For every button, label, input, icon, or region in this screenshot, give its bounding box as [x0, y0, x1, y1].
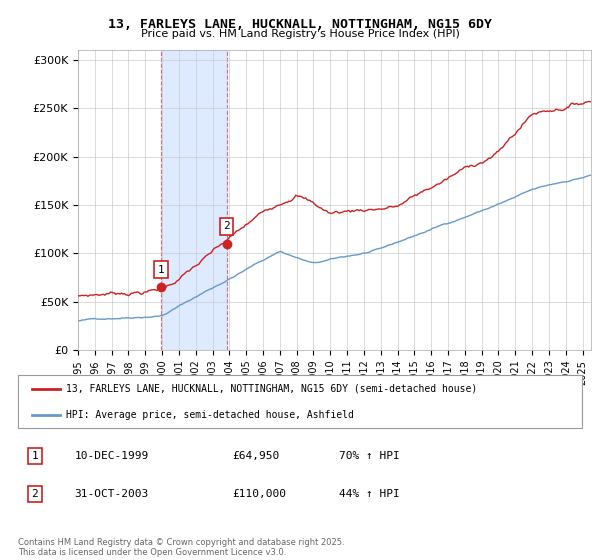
Text: 44% ↑ HPI: 44% ↑ HPI [340, 489, 400, 499]
FancyBboxPatch shape [18, 375, 582, 428]
Text: 2: 2 [223, 221, 230, 231]
Text: HPI: Average price, semi-detached house, Ashfield: HPI: Average price, semi-detached house,… [66, 410, 354, 420]
Bar [161, 50, 227, 350]
Text: 70% ↑ HPI: 70% ↑ HPI [340, 451, 400, 461]
Text: Contains HM Land Registry data © Crown copyright and database right 2025.
This d: Contains HM Land Registry data © Crown c… [18, 538, 344, 557]
Text: 31-OCT-2003: 31-OCT-2003 [74, 489, 149, 499]
Text: 10-DEC-1999: 10-DEC-1999 [74, 451, 149, 461]
Text: £64,950: £64,950 [232, 451, 280, 461]
Text: 1: 1 [32, 451, 38, 461]
Text: 13, FARLEYS LANE, HUCKNALL, NOTTINGHAM, NG15 6DY (semi-detached house): 13, FARLEYS LANE, HUCKNALL, NOTTINGHAM, … [66, 384, 477, 394]
Text: Price paid vs. HM Land Registry's House Price Index (HPI): Price paid vs. HM Land Registry's House … [140, 29, 460, 39]
Text: 13, FARLEYS LANE, HUCKNALL, NOTTINGHAM, NG15 6DY: 13, FARLEYS LANE, HUCKNALL, NOTTINGHAM, … [108, 18, 492, 31]
Text: £110,000: £110,000 [232, 489, 286, 499]
Text: 2: 2 [32, 489, 38, 499]
Text: 1: 1 [158, 265, 164, 275]
